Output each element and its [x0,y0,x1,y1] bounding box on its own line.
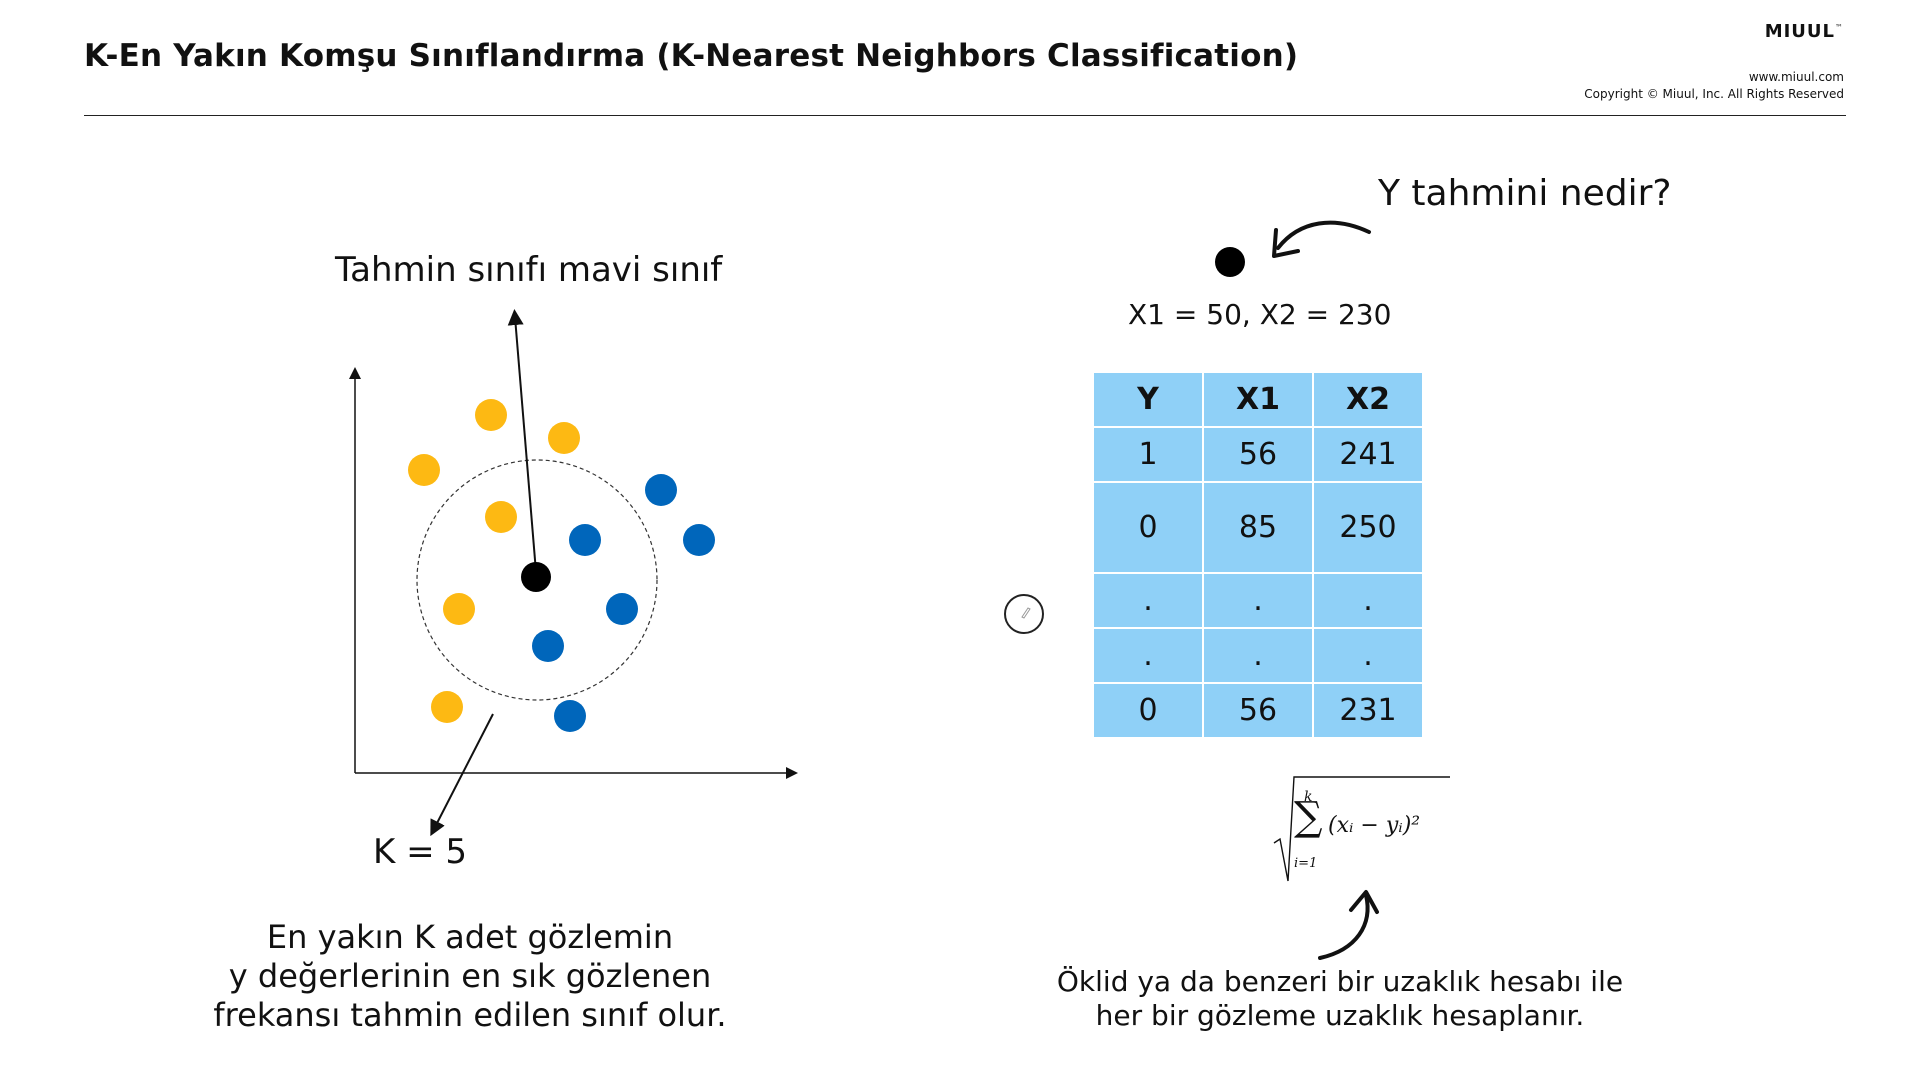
table-cell: 241 [1312,426,1424,483]
blue-point [554,700,586,732]
table-header-x1: X1 [1202,371,1314,428]
brand-logo: MIUUL™ [1765,21,1844,42]
yellow-point [443,593,475,625]
table-cell: . [1092,627,1204,684]
explanation-line: frekansı tahmin edilen sınıf olur. [213,996,727,1034]
yellow-point [408,454,440,486]
new-observation-point [1215,247,1245,277]
table-row: 0 85 250 [1092,481,1424,574]
table-cell: . [1092,572,1204,629]
euclidean-distance-formula: k ∑ i=1 (xᵢ − yᵢ)² [1272,773,1450,885]
table-header-row: Y X1 X2 [1092,371,1424,428]
table-header-x2: X2 [1312,371,1424,428]
question-label: Y tahmini nedir? [1378,173,1672,214]
query-point [521,562,551,592]
left-explanation: En yakın K adet gözlemin y değerlerinin … [150,918,790,1035]
k-value-label: K = 5 [373,832,468,872]
brand-name: MIUUL [1764,21,1835,42]
prediction-arrow [507,309,537,573]
website-link[interactable]: www.miuul.com [1748,70,1844,84]
formula-upper-limit: k [1304,789,1313,805]
table-cell: 0 [1092,682,1204,739]
table-header-y: Y [1092,371,1204,428]
pen-cursor-icon [1004,594,1044,634]
copyright-text: Copyright © Miuul, Inc. All Rights Reser… [1584,87,1844,101]
table-row: 1 56 241 [1092,426,1424,483]
table-cell: . [1202,572,1314,629]
formula-arrow [1318,893,1370,960]
formula-lower-limit: i=1 [1294,856,1318,871]
table-cell: 56 [1202,426,1314,483]
explanation-line: her bir gözleme uzaklık hesaplanır. [1095,999,1585,1032]
explanation-line: y değerlerinin en sık gözlenen [228,957,712,995]
table-cell: 1 [1092,426,1204,483]
prediction-label: Tahmin sınıfı mavi sınıf [335,250,723,290]
formula-arrow-head [1349,890,1379,914]
blue-point [532,630,564,662]
k-arrow [430,713,494,837]
blue-point [569,524,601,556]
table-cell: . [1202,627,1314,684]
slide-title: K-En Yakın Komşu Sınıflandırma (K-Neares… [84,38,1299,74]
data-table: Y X1 X2 1 56 241 0 85 250 . . . . . . 0 … [1092,371,1424,739]
new-point-values: X1 = 50, X2 = 230 [1128,298,1392,331]
formula-body: (xᵢ − yᵢ)² [1328,813,1421,838]
table-cell: 85 [1202,481,1314,574]
yellow-point [475,399,507,431]
question-arrow [1276,220,1371,250]
neighborhood-circle [416,459,658,701]
table-row: . . . [1092,627,1424,684]
blue-point [645,474,677,506]
right-explanation: Öklid ya da benzeri bir uzaklık hesabı i… [1020,965,1660,1033]
yellow-point [485,501,517,533]
yellow-point [548,422,580,454]
blue-point [683,524,715,556]
table-cell: 250 [1312,481,1424,574]
brand-trademark: ™ [1835,23,1844,32]
table-cell: 231 [1312,682,1424,739]
radical-sign [1273,776,1450,882]
table-cell: 56 [1202,682,1314,739]
table-cell: . [1312,572,1424,629]
blue-point [606,593,638,625]
table-row: 0 56 231 [1092,682,1424,739]
table-cell: . [1312,627,1424,684]
header-divider [84,115,1846,116]
question-arrow-head [1272,228,1300,258]
explanation-line: En yakın K adet gözlemin [266,918,674,956]
table-cell: 0 [1092,481,1204,574]
sigma-icon: ∑ [1294,794,1323,840]
explanation-line: Öklid ya da benzeri bir uzaklık hesabı i… [1056,965,1624,998]
yellow-point [431,691,463,723]
table-row: . . . [1092,572,1424,629]
